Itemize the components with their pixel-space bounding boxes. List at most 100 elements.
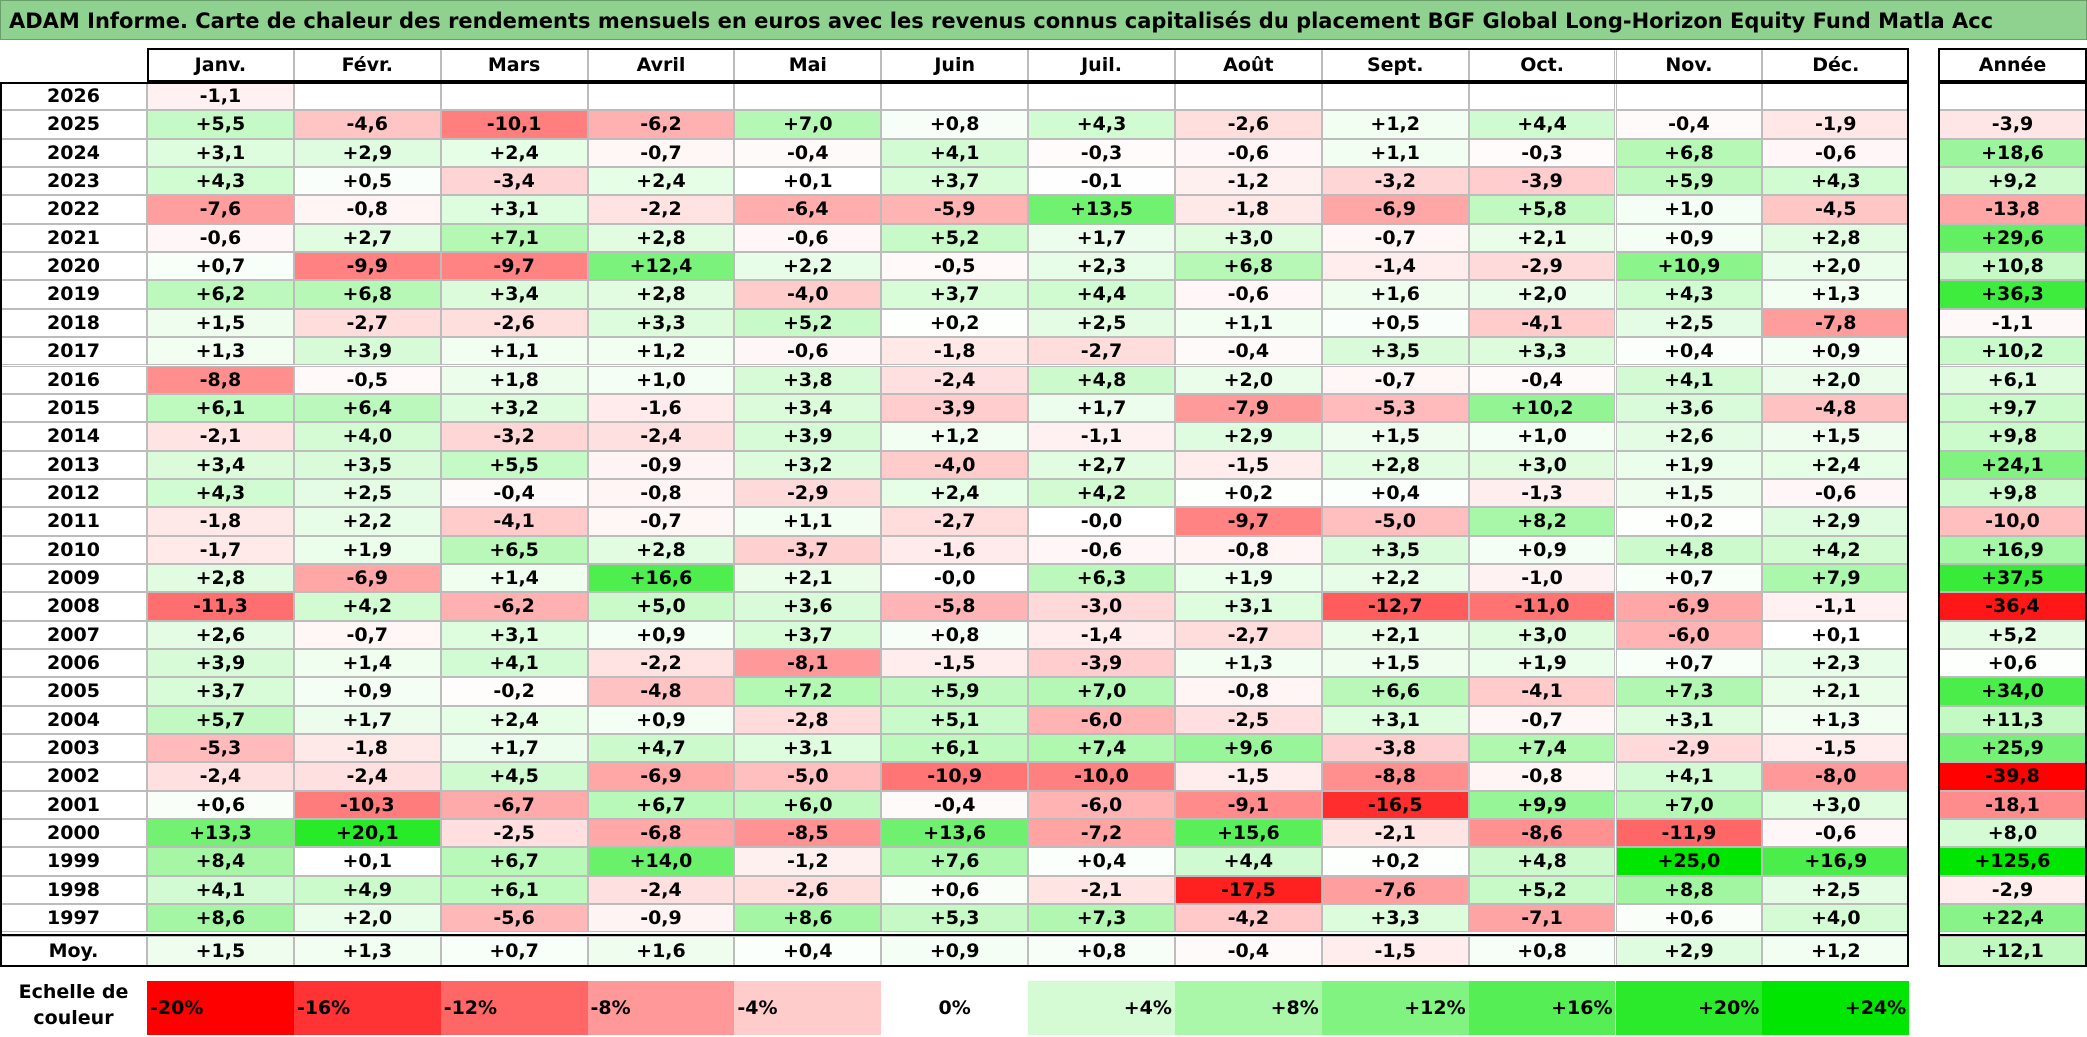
heatmap-cell: -4,6 (293, 110, 441, 139)
heatmap-cell: -6,2 (440, 592, 588, 621)
row-year: 2002 (0, 762, 147, 791)
heatmap-cell: +7,4 (1468, 734, 1616, 763)
heatmap-cell: +13,3 (147, 819, 294, 848)
heatmap-cell: -3,0 (1028, 592, 1175, 621)
heatmap-cell: -0,7 (587, 507, 735, 536)
heatmap-cell: -10,3 (293, 790, 441, 820)
heatmap-cell: -2,1 (1028, 875, 1175, 905)
heatmap-cell: +20,1 (293, 819, 441, 848)
heatmap-cell: +5,9 (1615, 167, 1763, 196)
heatmap-cell: -7,6 (1321, 875, 1469, 905)
heatmap-cell: +7,0 (1615, 790, 1763, 820)
heatmap-cell: +3,7 (881, 167, 1029, 196)
heatmap-cell: +6,1 (147, 393, 294, 423)
heatmap-cell: -1,5 (1174, 762, 1322, 791)
heatmap-cell: +3,9 (293, 337, 441, 366)
heatmap-cell: +0,2 (881, 308, 1029, 338)
row-year: 2008 (0, 592, 147, 621)
heatmap-cell: +2,4 (1762, 450, 1910, 479)
heatmap-cell: -0,2 (440, 677, 588, 706)
heatmap-cell: +5,0 (587, 592, 735, 621)
heatmap-cell: +4,1 (440, 649, 588, 678)
heatmap-cell: -6,0 (1028, 705, 1175, 735)
scale-swatch: +20% (1615, 981, 1763, 1035)
heatmap-cell: -3,2 (440, 422, 588, 451)
annual-cell: +0,6 (1938, 649, 2087, 678)
heatmap-cell: -0,1 (1028, 167, 1175, 196)
heatmap-cell: -0,6 (734, 337, 882, 366)
heatmap-cell: +1,1 (1174, 308, 1322, 338)
heatmap-cell: +7,6 (881, 847, 1029, 876)
heatmap-cell: -6,7 (440, 790, 588, 820)
heatmap-cell: -1,5 (881, 649, 1029, 678)
heatmap-cell: -2,7 (1174, 620, 1322, 649)
heatmap-cell: +0,7 (1615, 649, 1763, 678)
heatmap-cell: +5,5 (440, 450, 588, 479)
heatmap-cell: +2,1 (1762, 677, 1910, 706)
heatmap-cell: +9,9 (1468, 790, 1616, 820)
heatmap-cell: -1,6 (587, 393, 735, 423)
heatmap-cell: -0,4 (734, 138, 882, 168)
heatmap-cell: -0,3 (1468, 138, 1616, 168)
heatmap-cell: +4,4 (1028, 280, 1175, 309)
heatmap-cell: -11,0 (1468, 592, 1616, 621)
average-cell: +1,6 (587, 935, 735, 967)
heatmap-cell: -4,8 (1762, 393, 1910, 423)
heatmap-cell: +3,0 (1468, 450, 1616, 479)
row-year: 2005 (0, 677, 147, 706)
heatmap-cell (1321, 82, 1469, 111)
heatmap-cell: +1,4 (440, 563, 588, 593)
heatmap-cell: -0,3 (1028, 138, 1175, 168)
heatmap-cell: +4,1 (1615, 762, 1763, 791)
heatmap-cell (440, 82, 588, 111)
row-year: 2025 (0, 110, 147, 139)
annual-cell: +9,7 (1938, 393, 2087, 423)
heatmap-cell: -6,9 (587, 762, 735, 791)
heatmap-cell: +2,7 (1028, 450, 1175, 479)
heatmap-cell: -4,8 (587, 677, 735, 706)
heatmap-cell: +2,0 (293, 904, 441, 933)
heatmap-cell: +8,8 (1615, 875, 1763, 905)
heatmap-cell: -0,6 (1762, 138, 1910, 168)
row-year: 2000 (0, 819, 147, 848)
heatmap-cell: +3,5 (1321, 337, 1469, 366)
heatmap-cell: +4,0 (1762, 904, 1910, 933)
heatmap-cell: -3,4 (440, 167, 588, 196)
heatmap-cell: +1,7 (293, 705, 441, 735)
heatmap-cell: +0,7 (1615, 563, 1763, 593)
row-year: 2001 (0, 790, 147, 820)
heatmap-cell: +6,7 (440, 847, 588, 876)
row-year: 1997 (0, 904, 147, 933)
heatmap-cell: +4,3 (147, 478, 294, 508)
heatmap-cell: -1,7 (147, 535, 294, 564)
heatmap-cell (881, 82, 1029, 111)
heatmap-cell: +6,8 (1615, 138, 1763, 168)
heatmap-cell: -9,1 (1174, 790, 1322, 820)
heatmap-cell: -0,9 (587, 904, 735, 933)
heatmap-cell: -4,0 (881, 450, 1029, 479)
heatmap-cell: +3,2 (440, 393, 588, 423)
heatmap-cell: +1,7 (1028, 223, 1175, 253)
heatmap-cell: +6,0 (734, 790, 882, 820)
row-year: 2007 (0, 620, 147, 649)
annual-cell: +34,0 (1938, 677, 2087, 706)
average-cell: +0,8 (1028, 935, 1175, 967)
heatmap-cell: +1,9 (293, 535, 441, 564)
heatmap-cell: +14,0 (587, 847, 735, 876)
heatmap-cell: -7,9 (1174, 393, 1322, 423)
heatmap-cell: -10,0 (1028, 762, 1175, 791)
heatmap-cell: +3,8 (734, 365, 882, 394)
heatmap-cell: -6,0 (1028, 790, 1175, 820)
annual-cell: +25,9 (1938, 734, 2087, 763)
heatmap-cell: +1,1 (440, 337, 588, 366)
average-cell: +1,5 (147, 935, 294, 967)
heatmap-cell: +15,6 (1174, 819, 1322, 848)
heatmap-cell: -0,8 (587, 478, 735, 508)
scale-swatch: -8% (587, 981, 735, 1035)
annual-cell: +125,6 (1938, 847, 2087, 876)
heatmap-cell: -0,8 (1468, 762, 1616, 791)
heatmap-cell: +5,7 (147, 705, 294, 735)
heatmap-cell: +4,3 (1028, 110, 1175, 139)
heatmap-cell: +2,3 (1762, 649, 1910, 678)
heatmap-cell: +4,5 (440, 762, 588, 791)
